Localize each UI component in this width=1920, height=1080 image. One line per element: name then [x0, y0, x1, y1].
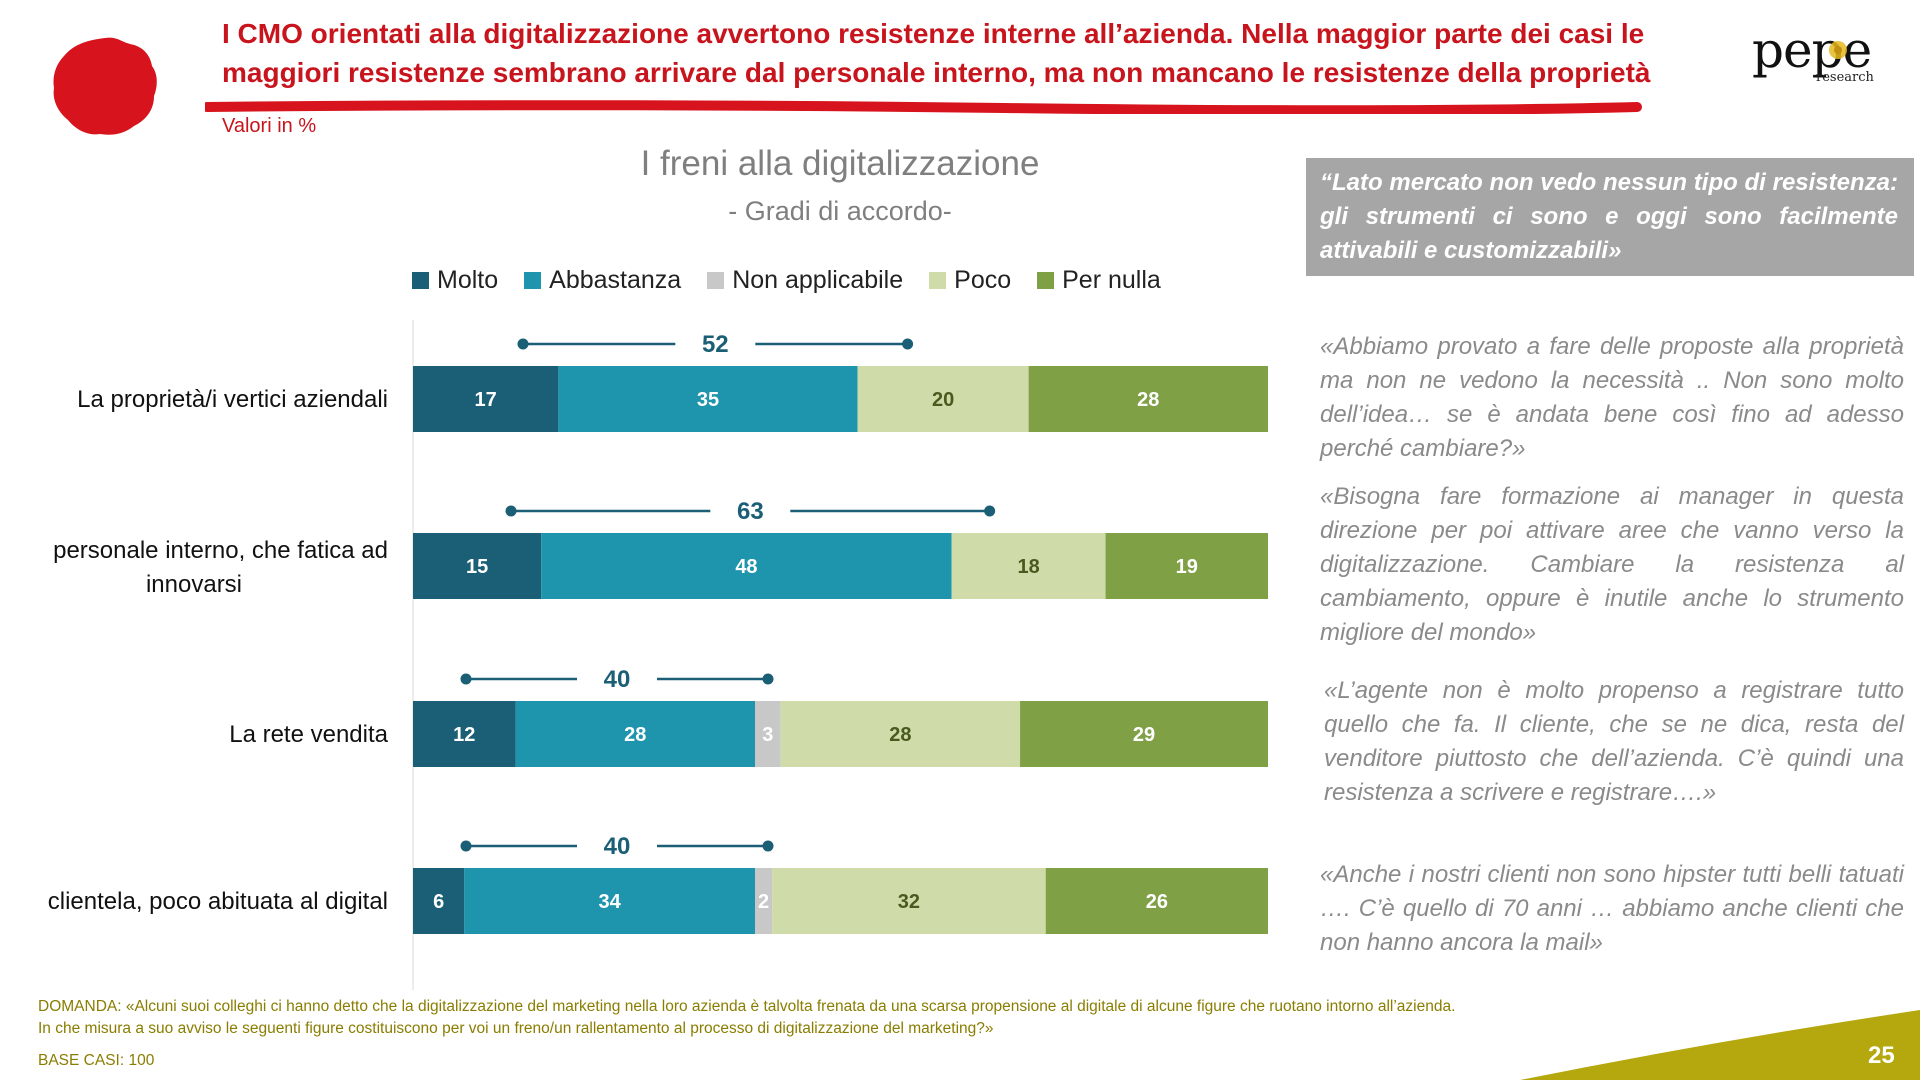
bar-segment-non-applicabile	[755, 868, 773, 934]
pepe-research-logo: pepe research	[1752, 21, 1887, 85]
bar-segment-poco	[780, 701, 1021, 767]
chart-title: I freni alla digitalizzazione	[640, 144, 1040, 183]
stacked-bar-chart: La proprietà/i vertici aziendali 17 35 20 28…	[48, 320, 1268, 990]
bar-segment-non-applicabile	[755, 701, 781, 767]
bar-segment-per-nulla	[1105, 533, 1268, 599]
quote-2: «Bisogna fare formazione ai manager in q…	[1320, 483, 1904, 646]
total-bracket-dot	[505, 505, 517, 517]
bar-segment-molto	[413, 366, 559, 432]
data-label-per-nulla: 28	[1137, 389, 1159, 411]
bar-segment-abbastanza	[515, 701, 755, 767]
bar-segment-abbastanza	[541, 533, 952, 599]
footer-corner-shape	[1520, 1010, 1920, 1080]
legend-swatch-abbastanza	[524, 272, 542, 289]
headline-underline	[205, 100, 1642, 114]
data-label-abbastanza: 35	[697, 389, 719, 411]
total-bracket-dot	[460, 673, 472, 685]
legend-item-poco: Poco	[929, 266, 1011, 295]
data-label-abbastanza: 48	[735, 556, 757, 578]
legend-swatch-per-nulla	[1037, 272, 1055, 289]
data-label-poco: 28	[889, 724, 911, 746]
legend-label-molto: Molto	[437, 266, 499, 294]
category-label: La proprietà/i vertici aziendali	[77, 386, 388, 413]
data-label-molto: 15	[466, 556, 488, 578]
legend-label-poco: Poco	[954, 266, 1012, 294]
legend-swatch-molto	[412, 272, 429, 289]
legend-item-non-applicabile: Non applicabile	[707, 266, 903, 295]
total-label: 40	[604, 833, 631, 860]
total-bracket-dot	[517, 338, 529, 350]
category-label: personale interno, che fatica ad innovars…	[53, 537, 388, 598]
bar-segment-per-nulla	[1020, 701, 1268, 767]
legend-label-non-applicabile: Non applicabile	[732, 266, 904, 294]
red-splash-icon	[53, 37, 157, 135]
data-label-per-nulla: 29	[1133, 724, 1155, 746]
total-bracket-dot	[762, 840, 774, 852]
total-label: 52	[702, 331, 729, 358]
highlight-quote: “Lato mercato non vedo nessun tipo di re…	[1320, 169, 1898, 264]
page-number: 25	[1868, 1042, 1895, 1069]
data-label-poco: 18	[1017, 556, 1039, 578]
total-bracket-dot	[762, 673, 774, 685]
legend-label-per-nulla: Per nulla	[1062, 266, 1161, 294]
data-label-poco: 20	[932, 389, 954, 411]
data-label-molto: 17	[475, 389, 497, 411]
data-label-molto: 12	[453, 724, 475, 746]
quote-1: «Abbiamo provato a fare delle proposte a…	[1320, 333, 1904, 462]
total-bracket-dot	[460, 840, 472, 852]
bar-segment-per-nulla	[1045, 868, 1268, 934]
legend-swatch-poco	[929, 272, 947, 289]
highlight-quote-box: “Lato mercato non vedo nessun tipo di re…	[1306, 158, 1914, 276]
headline: I CMO orientati alla digitalizzazione av…	[222, 18, 1651, 88]
data-label-non-applicabile: 2	[758, 891, 769, 913]
data-label-non-applicabile: 3	[762, 724, 773, 746]
legend-item-per-nulla: Per nulla	[1037, 266, 1161, 295]
category-label: La rete vendita	[229, 721, 388, 748]
data-label-abbastanza: 28	[624, 724, 646, 746]
logo-dot-icon	[1829, 41, 1847, 59]
survey-question: DOMANDA: «Alcuni suoi colleghi ci hanno …	[38, 998, 1456, 1037]
bar-segment-molto	[413, 868, 465, 934]
data-label-poco: 32	[898, 891, 920, 913]
bar-segment-poco	[857, 366, 1029, 432]
category-label: clientela, poco abituata al digital	[48, 888, 388, 915]
data-label-abbastanza: 34	[599, 891, 622, 913]
logo-subtitle: research	[1816, 70, 1874, 85]
total-bracket-dot	[984, 505, 996, 517]
sample-base: BASE CASI: 100	[38, 1052, 155, 1069]
total-bracket-dot	[902, 338, 914, 350]
quote-4: «Anche i nostri clienti non sono hipster…	[1320, 861, 1904, 956]
bar-segment-molto	[413, 701, 516, 767]
data-label-per-nulla: 19	[1176, 556, 1198, 578]
logo-wordmark: pepe	[1752, 21, 1872, 79]
bar-segment-poco	[951, 533, 1106, 599]
chart-legend: Molto Abbastanza Non applicabile Poco Pe…	[412, 266, 1161, 295]
legend-item-molto: Molto	[412, 266, 498, 295]
bar-segment-per-nulla	[1028, 366, 1268, 432]
quote-3: «L’agente non è molto propenso a registr…	[1324, 677, 1904, 806]
data-label-per-nulla: 26	[1146, 891, 1168, 913]
bar-segment-poco	[772, 868, 1046, 934]
legend-label-abbastanza: Abbastanza	[549, 266, 682, 294]
values-note: Valori in %	[222, 115, 317, 137]
bar-segment-abbastanza	[558, 366, 858, 432]
legend-swatch-non-applicabile	[707, 272, 725, 289]
chart-subtitle: - Gradi di accordo-	[728, 196, 952, 226]
total-label: 40	[604, 666, 631, 693]
data-label-molto: 6	[433, 891, 444, 913]
legend-item-abbastanza: Abbastanza	[524, 266, 681, 295]
total-label: 63	[737, 498, 764, 525]
bar-segment-abbastanza	[464, 868, 755, 934]
bar-segment-molto	[413, 533, 542, 599]
